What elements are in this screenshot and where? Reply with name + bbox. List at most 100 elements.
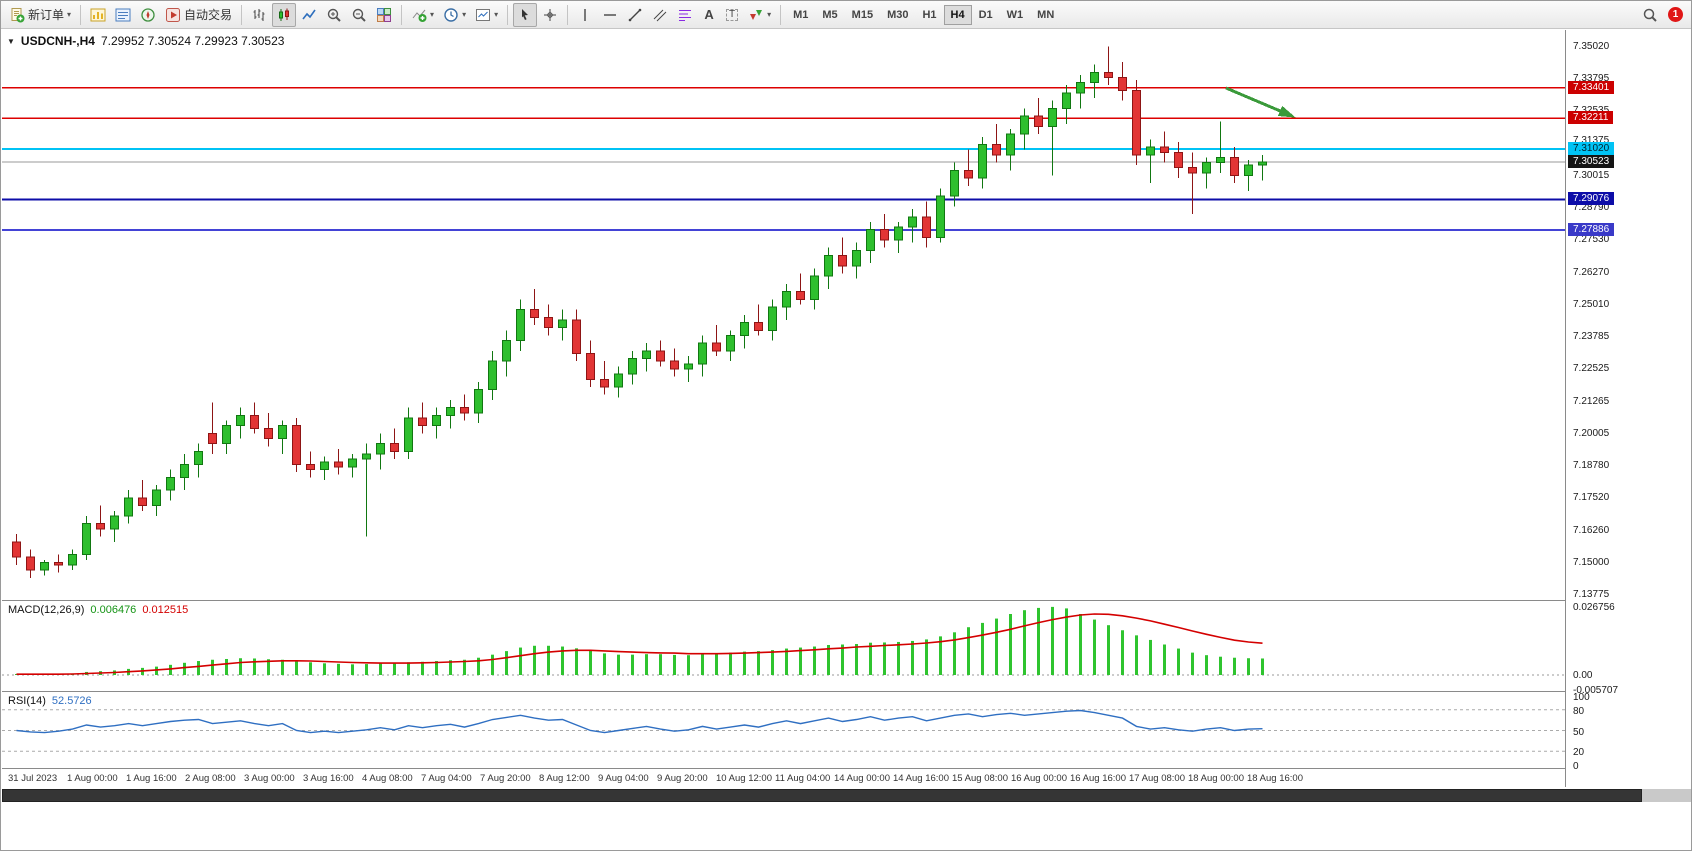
data-window-icon: [115, 7, 131, 23]
time-axis-label: 7 Aug 20:00: [480, 773, 531, 784]
crosshair-tool-button[interactable]: [538, 3, 562, 27]
timeframe-button-m30[interactable]: M30: [887, 8, 909, 21]
text-icon: A: [704, 7, 714, 22]
collapse-chart-icon[interactable]: ▼: [7, 36, 15, 46]
text-label-tool-button[interactable]: T: [721, 3, 743, 27]
timeframe-button-m1[interactable]: M1: [793, 8, 809, 21]
vertical-line-icon: [577, 7, 593, 23]
horizontal-line-tool-button[interactable]: [598, 3, 622, 27]
market-watch-icon: [90, 7, 106, 23]
chart-title: ▼ USDCNH-,H4 7.29952 7.30524 7.29923 7.3…: [7, 34, 284, 48]
timeframe-button-d1[interactable]: D1: [978, 8, 993, 21]
price-axis-label: 7.21265: [1573, 395, 1610, 407]
zoom-out-icon: [351, 7, 367, 23]
toolbar-right-group: 1: [1638, 3, 1687, 27]
indicators-icon: [411, 7, 427, 23]
templates-button[interactable]: ▾: [471, 3, 502, 27]
tile-windows-button[interactable]: [372, 3, 396, 27]
timeframe-button-mn[interactable]: MN: [1037, 8, 1055, 21]
chevron-down-icon: ▾: [494, 9, 499, 19]
zoom-in-button[interactable]: [322, 3, 346, 27]
toolbar-separator: [401, 4, 403, 25]
rsi-panel-canvas[interactable]: [2, 692, 1565, 768]
chevron-down-icon: ▾: [430, 9, 435, 19]
vertical-line-tool-button[interactable]: [573, 3, 597, 27]
new-order-button[interactable]: 新订单 ▾: [5, 3, 75, 27]
time-axis-label: 16 Aug 16:00: [1070, 773, 1126, 784]
scrollbar-thumb[interactable]: [2, 789, 1642, 802]
macd-panel-canvas[interactable]: [2, 601, 1565, 691]
price-axis-label: 7.31375: [1573, 135, 1610, 147]
autotrading-label: 自动交易: [184, 8, 233, 22]
bid-price-tag: 7.30523: [1568, 154, 1615, 168]
macd-main-value: 0.006476: [90, 604, 137, 616]
timeframe-button-h4[interactable]: H4: [943, 4, 972, 25]
macd-signal-value: 0.012515: [142, 604, 189, 616]
time-axis-label: 4 Aug 08:00: [362, 773, 413, 784]
arrows-icon: [748, 7, 764, 23]
fibonacci-tool-button[interactable]: [673, 3, 697, 27]
template-icon: [475, 7, 491, 23]
channel-tool-button[interactable]: [648, 3, 672, 27]
candlestick-mode-button[interactable]: [272, 2, 297, 27]
price-axis-label: 7.13775: [1573, 589, 1610, 600]
price-axis-label: 7.26270: [1573, 266, 1610, 278]
rsi-value: 52.5726: [51, 695, 92, 707]
time-axis-label: 17 Aug 08:00: [1129, 773, 1185, 784]
time-axis-label: 2 Aug 08:00: [185, 773, 236, 784]
line-chart-mode-button[interactable]: [297, 3, 321, 27]
chart-ohlc-values: 7.29952 7.30524 7.29923 7.30523: [100, 34, 285, 48]
crosshair-icon: [542, 7, 558, 23]
price-scale[interactable]: 7.35020 7.33795 7.32535 7.31375 7.30015 7.287…: [1566, 30, 1691, 816]
panel-divider[interactable]: [2, 600, 1565, 601]
navigator-button[interactable]: [136, 3, 160, 27]
rsi-axis-label: 20: [1573, 747, 1585, 759]
zoom-out-button[interactable]: [347, 3, 371, 27]
toolbar-separator: [507, 4, 509, 25]
chevron-down-icon: ▾: [462, 9, 467, 19]
price-axis-label: 7.30015: [1573, 170, 1610, 182]
time-axis-label: 9 Aug 20:00: [657, 773, 708, 784]
timeframe-button-w1[interactable]: W1: [1006, 8, 1024, 21]
chart-symbol-timeframe: USDCNH-,H4: [20, 34, 95, 48]
price-level-tag: 7.33401: [1568, 80, 1615, 94]
search-button[interactable]: [1638, 3, 1662, 27]
panel-divider[interactable]: [2, 691, 1565, 692]
horizontal-scrollbar[interactable]: [2, 789, 1691, 802]
timeframe-button-m5[interactable]: M5: [822, 8, 838, 21]
periods-button[interactable]: ▾: [439, 3, 470, 27]
time-axis[interactable]: 31 Jul 2023 1 Aug 00:00 1 Aug 16:00 2 Aug 0…: [2, 769, 1565, 789]
toolbar: 新订单 ▾ 自动交易 ▾ ▾ ▾: [1, 1, 1691, 29]
text-tool-button[interactable]: A: [698, 3, 720, 27]
time-axis-label: 8 Aug 12:00: [539, 773, 590, 784]
time-axis-label: 16 Aug 00:00: [1011, 773, 1067, 784]
price-axis-label: 7.20005: [1573, 428, 1610, 440]
bar-chart-icon: [251, 7, 267, 23]
rsi-axis-label: 50: [1573, 726, 1585, 738]
autotrading-button[interactable]: 自动交易: [161, 3, 236, 27]
chevron-down-icon: ▾: [67, 9, 72, 19]
rsi-indicator-label: RSI(14) 52.5726: [8, 695, 92, 707]
arrows-tool-button[interactable]: ▾: [744, 3, 775, 27]
time-axis-label: 3 Aug 16:00: [303, 773, 354, 784]
indicators-button[interactable]: ▾: [407, 3, 438, 27]
trendline-icon: [627, 7, 643, 23]
autotrading-icon: [165, 7, 181, 23]
equidistant-channel-icon: [652, 7, 668, 23]
cursor-tool-button[interactable]: [513, 2, 538, 27]
notification-badge[interactable]: 1: [1668, 7, 1683, 22]
data-window-button[interactable]: [111, 3, 135, 27]
timeframe-button-m15[interactable]: M15: [851, 8, 874, 21]
new-order-icon: [9, 7, 25, 23]
macd-axis-label: 0.026756: [1573, 602, 1615, 613]
trendline-tool-button[interactable]: [623, 3, 647, 27]
price-level-tag: 7.29076: [1568, 192, 1615, 206]
bar-chart-mode-button[interactable]: [247, 3, 271, 27]
price-chart-canvas[interactable]: [2, 30, 1565, 600]
panel-divider[interactable]: [2, 768, 1565, 769]
clock-icon: [443, 7, 459, 23]
price-axis-label: 7.22525: [1573, 363, 1610, 375]
timeframe-button-h1[interactable]: H1: [922, 8, 937, 21]
cursor-icon: [517, 7, 533, 23]
market-watch-button[interactable]: [86, 3, 110, 27]
